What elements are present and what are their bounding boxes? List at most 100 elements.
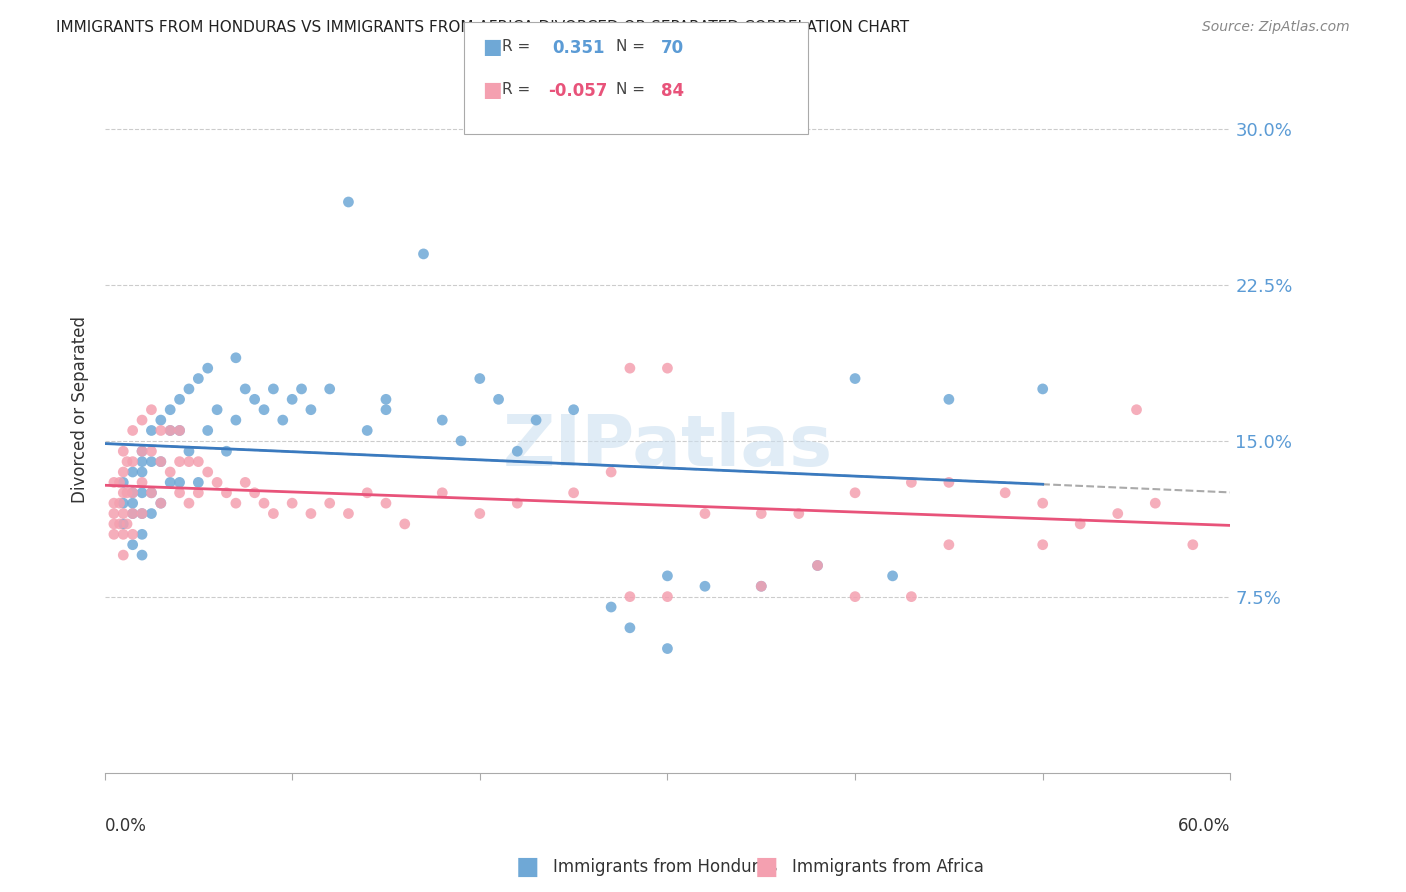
- Point: [141, 507, 163, 521]
- Point: [112, 548, 135, 562]
- Point: [115, 516, 138, 531]
- Text: 60.0%: 60.0%: [1178, 817, 1230, 835]
- Point: [112, 475, 135, 490]
- Point: [657, 641, 679, 656]
- Point: [121, 527, 143, 541]
- Text: R =: R =: [502, 39, 530, 54]
- Point: [112, 496, 135, 510]
- Text: N =: N =: [616, 39, 645, 54]
- Point: [693, 507, 716, 521]
- Text: ZIPatlas: ZIPatlas: [502, 411, 832, 481]
- Text: Source: ZipAtlas.com: Source: ZipAtlas.com: [1202, 20, 1350, 34]
- Point: [159, 402, 181, 417]
- Point: [337, 194, 360, 209]
- Point: [1181, 538, 1204, 552]
- Point: [693, 579, 716, 593]
- Point: [562, 402, 585, 417]
- Point: [103, 516, 125, 531]
- Point: [749, 579, 772, 593]
- Point: [506, 496, 529, 510]
- Point: [103, 527, 125, 541]
- Point: [112, 485, 135, 500]
- Point: [121, 507, 143, 521]
- Y-axis label: Divorced or Separated: Divorced or Separated: [72, 316, 89, 503]
- Point: [524, 413, 547, 427]
- Point: [197, 361, 219, 376]
- Point: [1032, 538, 1054, 552]
- Point: [994, 485, 1017, 500]
- Text: IMMIGRANTS FROM HONDURAS VS IMMIGRANTS FROM AFRICA DIVORCED OR SEPARATED CORRELA: IMMIGRANTS FROM HONDURAS VS IMMIGRANTS F…: [56, 20, 910, 35]
- Point: [149, 496, 172, 510]
- Point: [177, 496, 200, 510]
- Point: [432, 413, 454, 427]
- Text: ■: ■: [482, 37, 502, 57]
- Point: [356, 424, 378, 438]
- Point: [243, 485, 266, 500]
- Point: [149, 455, 172, 469]
- Point: [177, 455, 200, 469]
- Point: [844, 371, 866, 385]
- Point: [394, 516, 416, 531]
- Point: [112, 527, 135, 541]
- Point: [562, 485, 585, 500]
- Point: [225, 351, 247, 365]
- Point: [131, 444, 153, 458]
- Point: [271, 413, 294, 427]
- Text: 84: 84: [661, 82, 683, 100]
- Point: [197, 424, 219, 438]
- Point: [108, 516, 131, 531]
- Point: [600, 600, 623, 615]
- Point: [938, 475, 960, 490]
- Point: [1069, 516, 1091, 531]
- Point: [290, 382, 312, 396]
- Point: [225, 413, 247, 427]
- Point: [806, 558, 828, 573]
- Point: [506, 444, 529, 458]
- Text: 0.0%: 0.0%: [104, 817, 146, 835]
- Text: 70: 70: [661, 39, 683, 57]
- Point: [844, 485, 866, 500]
- Point: [900, 475, 922, 490]
- Point: [131, 455, 153, 469]
- Point: [115, 455, 138, 469]
- Point: [149, 424, 172, 438]
- Point: [938, 392, 960, 407]
- Text: N =: N =: [616, 82, 645, 97]
- Point: [131, 444, 153, 458]
- Text: R =: R =: [502, 82, 530, 97]
- Point: [619, 621, 641, 635]
- Point: [657, 569, 679, 583]
- Point: [177, 382, 200, 396]
- Point: [657, 590, 679, 604]
- Point: [115, 485, 138, 500]
- Point: [900, 590, 922, 604]
- Point: [177, 444, 200, 458]
- Point: [600, 465, 623, 479]
- Point: [131, 507, 153, 521]
- Point: [806, 558, 828, 573]
- Text: ■: ■: [755, 855, 778, 879]
- Text: Immigrants from Honduras: Immigrants from Honduras: [553, 858, 778, 876]
- Point: [169, 424, 191, 438]
- Point: [468, 371, 491, 385]
- Point: [882, 569, 904, 583]
- Text: ■: ■: [482, 80, 502, 100]
- Point: [169, 424, 191, 438]
- Point: [233, 382, 256, 396]
- Point: [187, 475, 209, 490]
- Point: [262, 382, 284, 396]
- Point: [121, 496, 143, 510]
- Point: [938, 538, 960, 552]
- Point: [412, 247, 434, 261]
- Point: [131, 465, 153, 479]
- Point: [749, 507, 772, 521]
- Point: [215, 485, 238, 500]
- Point: [169, 475, 191, 490]
- Text: ■: ■: [516, 855, 538, 879]
- Point: [205, 475, 228, 490]
- Point: [375, 392, 398, 407]
- Point: [299, 402, 322, 417]
- Point: [121, 455, 143, 469]
- Point: [141, 424, 163, 438]
- Point: [131, 485, 153, 500]
